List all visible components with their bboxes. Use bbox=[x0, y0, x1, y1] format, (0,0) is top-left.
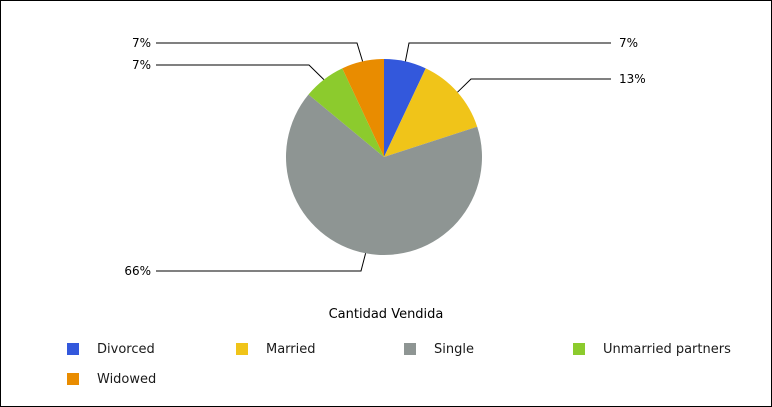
pie-slice-single[interactable] bbox=[285, 94, 482, 256]
legend-swatch bbox=[573, 343, 585, 355]
legend-swatch bbox=[236, 343, 248, 355]
legend-swatch bbox=[67, 343, 79, 355]
legend-label: Divorced bbox=[97, 341, 155, 357]
data-label: 7% bbox=[132, 58, 151, 72]
data-label: 66% bbox=[124, 264, 151, 278]
legend-item[interactable]: Divorced bbox=[67, 341, 155, 357]
legend-label: Married bbox=[266, 341, 316, 357]
legend-item[interactable]: Married bbox=[236, 341, 316, 357]
legend-label: Unmarried partners bbox=[603, 341, 731, 357]
legend-label: Widowed bbox=[97, 371, 157, 387]
legend-swatch bbox=[67, 373, 79, 385]
data-label: 7% bbox=[132, 36, 151, 50]
legend-item[interactable]: Single bbox=[404, 341, 474, 357]
leader-line bbox=[156, 64, 325, 80]
leader-line bbox=[457, 78, 611, 93]
leader-line bbox=[404, 42, 611, 62]
data-label: 7% bbox=[619, 36, 638, 50]
pie-slice-unmarried-partners[interactable] bbox=[308, 68, 384, 157]
legend-label: Single bbox=[434, 341, 474, 357]
pie-slice-widowed[interactable] bbox=[342, 59, 384, 157]
leader-line bbox=[156, 42, 364, 62]
pie-slice-married[interactable] bbox=[384, 68, 478, 157]
data-label: 13% bbox=[619, 72, 646, 86]
legend-item[interactable]: Unmarried partners bbox=[573, 341, 731, 357]
legend-item[interactable]: Widowed bbox=[67, 371, 156, 387]
legend-swatch bbox=[404, 343, 416, 355]
leader-line bbox=[156, 253, 367, 272]
pie-slice-divorced[interactable] bbox=[384, 59, 426, 157]
chart-title: Cantidad Vendida bbox=[328, 307, 444, 322]
